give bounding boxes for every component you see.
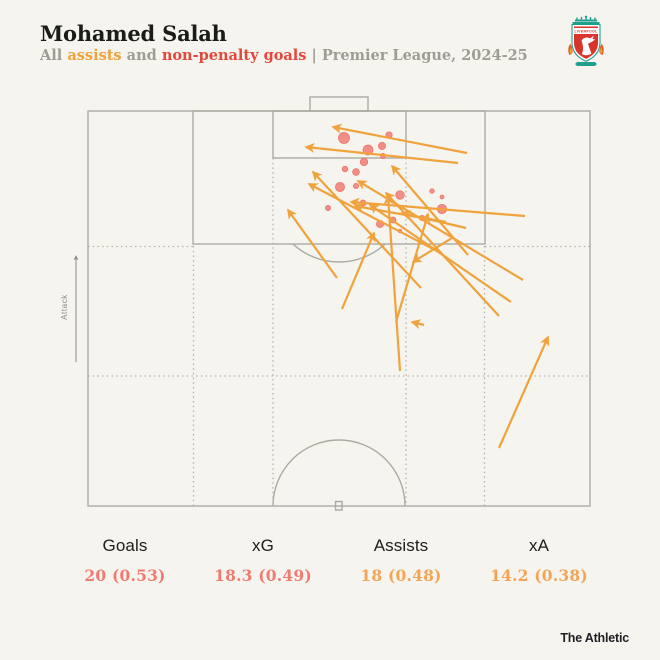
center-circle bbox=[272, 439, 406, 507]
zone-grid bbox=[88, 158, 590, 506]
stats-row: Goals 20 (0.53) xG 18.3 (0.49) Assists 1… bbox=[56, 536, 608, 585]
liver-bird-icon bbox=[581, 35, 596, 56]
stat-xa-value: 14.2 (0.38) bbox=[490, 566, 588, 585]
assist-arrow bbox=[383, 194, 402, 372]
goal-marker bbox=[429, 188, 435, 194]
goals-layer bbox=[325, 131, 448, 234]
subtitle-assists-word: assists bbox=[67, 47, 122, 64]
subtitle: All assists and non-penalty goals | Prem… bbox=[40, 47, 528, 64]
the-athletic-wordmark: The Athletic bbox=[560, 631, 629, 645]
assists-layer bbox=[287, 123, 550, 449]
subtitle-divider: | bbox=[311, 47, 317, 64]
pitch-outline bbox=[87, 110, 591, 507]
stat-xg-label: xG bbox=[252, 536, 274, 555]
stat-xg-value: 18.3 (0.49) bbox=[214, 566, 312, 585]
center-spot bbox=[334, 500, 343, 511]
assist-arrow bbox=[411, 237, 453, 263]
subtitle-goals-word: non-penalty goals bbox=[161, 47, 307, 64]
crest-name-band bbox=[574, 28, 598, 34]
assist-arrow bbox=[390, 164, 469, 256]
penalty-arc bbox=[292, 243, 386, 263]
memorial-flame-right bbox=[599, 43, 604, 55]
assist-arrow bbox=[394, 212, 431, 323]
attack-direction: Attack bbox=[60, 255, 79, 362]
stat-goals-value: 20 (0.53) bbox=[84, 566, 166, 585]
goal-marker bbox=[378, 142, 386, 150]
attack-label: Attack bbox=[60, 294, 69, 320]
subtitle-context: Premier League, 2024-25 bbox=[321, 47, 528, 64]
six-yard-box bbox=[272, 110, 407, 159]
goal-marker bbox=[353, 183, 359, 189]
stat-xa: xA 14.2 (0.38) bbox=[470, 536, 608, 585]
goal-marker bbox=[325, 205, 331, 211]
crest-bottom-scroll bbox=[575, 62, 597, 66]
goal-marker bbox=[439, 194, 445, 200]
assist-arrow bbox=[307, 183, 438, 252]
assist-arrow bbox=[400, 209, 467, 230]
stat-goals-label: Goals bbox=[102, 536, 148, 555]
goal-marker bbox=[335, 182, 345, 192]
shankly-gates-ornament bbox=[572, 15, 600, 24]
crest-club-name: LIVERPOOL bbox=[574, 30, 598, 34]
assist-arrow bbox=[349, 197, 526, 218]
assist-arrow bbox=[304, 142, 459, 165]
goal-marker bbox=[341, 165, 349, 173]
memorial-flame-left bbox=[568, 43, 573, 55]
goal-marker bbox=[352, 168, 360, 176]
goal-marker bbox=[359, 157, 369, 167]
stat-xg: xG 18.3 (0.49) bbox=[194, 536, 332, 585]
page-title: Mohamed Salah bbox=[40, 21, 227, 46]
subtitle-and-word: and bbox=[126, 47, 157, 64]
stat-assists: Assists 18 (0.48) bbox=[332, 536, 470, 585]
assist-arrow bbox=[311, 170, 422, 289]
stat-xa-label: xA bbox=[528, 536, 550, 555]
liverpool-crest-logo: LIVERPOOL bbox=[568, 15, 604, 66]
stat-assists-label: Assists bbox=[373, 536, 429, 555]
goal-mouth bbox=[309, 96, 369, 112]
goal-marker bbox=[338, 132, 350, 144]
assist-arrow bbox=[340, 231, 376, 310]
pitch-diagram: Attack bbox=[60, 96, 591, 511]
assist-arrow bbox=[410, 319, 425, 329]
assist-arrow bbox=[497, 335, 550, 449]
assist-arrow bbox=[287, 208, 338, 279]
goal-marker bbox=[395, 190, 405, 200]
stat-goals: Goals 20 (0.53) bbox=[56, 536, 194, 585]
assist-arrow bbox=[331, 123, 468, 155]
subtitle-prefix: All bbox=[40, 47, 63, 64]
stat-assists-value: 18 (0.48) bbox=[360, 566, 442, 585]
